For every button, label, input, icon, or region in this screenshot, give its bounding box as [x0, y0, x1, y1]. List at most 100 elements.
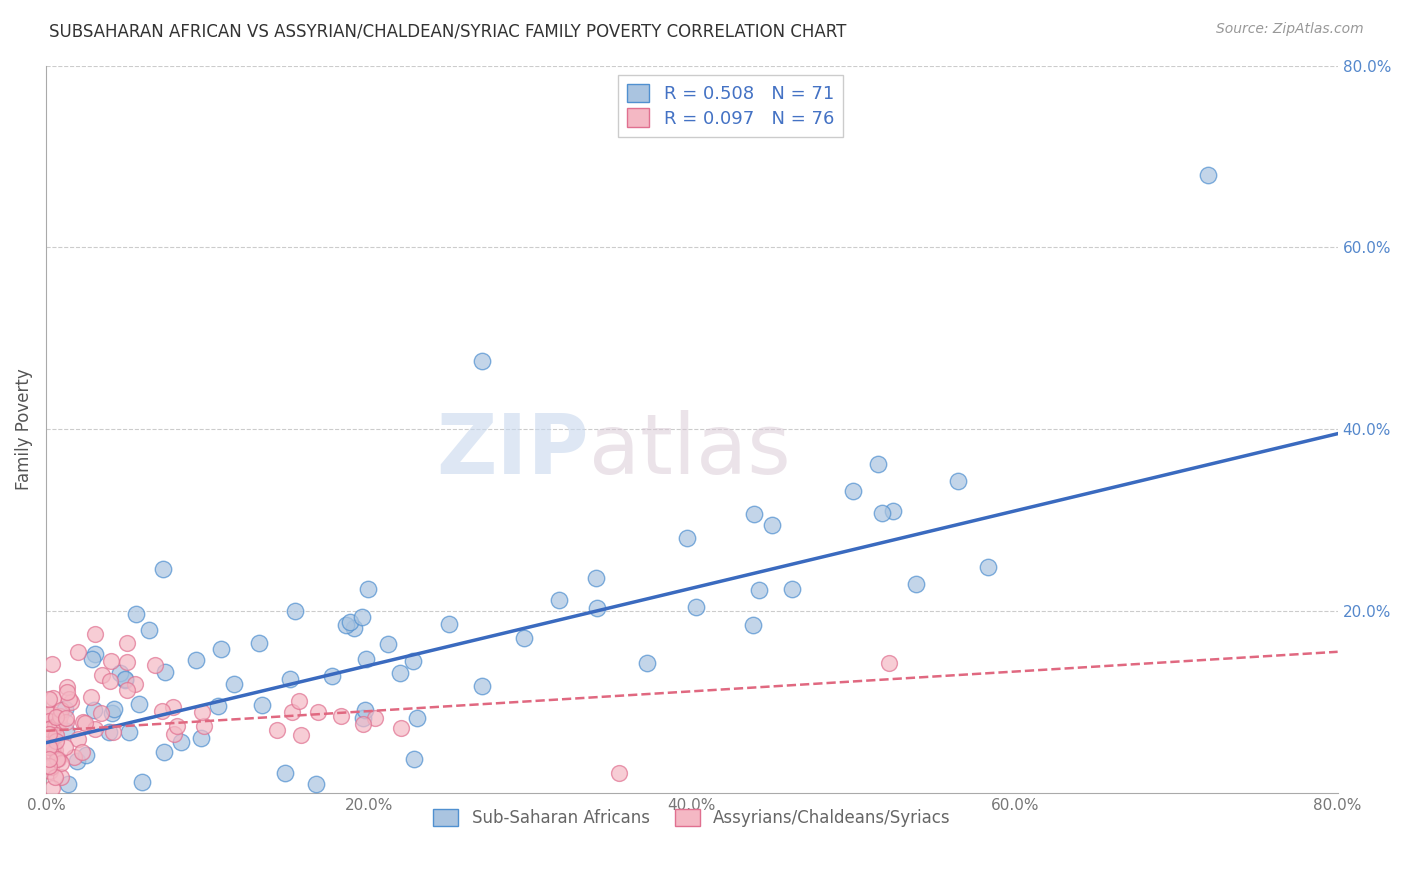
Point [114, 673, 136, 687]
Point [38, 752, 60, 766]
Point [247, 636, 270, 650]
Point [58, 691, 80, 706]
Text: Source: ZipAtlas.com: Source: ZipAtlas.com [1216, 22, 1364, 37]
Point [38, 726, 60, 740]
Point [56, 681, 79, 695]
Point [38, 740, 60, 755]
Point [114, 673, 136, 687]
Point [49, 770, 72, 784]
Point [67, 731, 90, 746]
Point [152, 745, 174, 759]
Point [354, 652, 377, 666]
Point [877, 657, 900, 671]
Point [131, 774, 153, 789]
Point [38, 714, 60, 728]
Point [39, 721, 62, 735]
Point [44, 743, 66, 757]
Point [402, 752, 425, 766]
Point [307, 705, 329, 719]
Point [439, 617, 461, 632]
Point [585, 571, 607, 585]
Point [343, 621, 366, 635]
Point [162, 699, 184, 714]
Point [335, 617, 357, 632]
Point [274, 765, 297, 780]
Point [321, 668, 343, 682]
Point [44, 770, 66, 784]
Point [284, 604, 307, 618]
Point [872, 507, 894, 521]
Point [101, 706, 124, 721]
Point [222, 677, 245, 691]
Point [115, 683, 138, 698]
Point [83, 722, 105, 736]
Point [281, 705, 304, 719]
Point [45, 734, 67, 748]
Y-axis label: Family Poverty: Family Poverty [15, 368, 32, 490]
Point [905, 577, 928, 591]
Point [357, 582, 380, 597]
Point [402, 655, 425, 669]
Point [59, 695, 82, 709]
Point [946, 474, 969, 488]
Point [191, 706, 214, 720]
Point [49, 709, 72, 723]
Point [391, 721, 413, 735]
Point [41, 781, 63, 796]
Point [364, 711, 387, 725]
Point [75, 716, 97, 731]
Point [67, 645, 90, 659]
Point [80, 652, 103, 666]
Point [103, 724, 125, 739]
Point [169, 735, 191, 749]
Point [547, 592, 569, 607]
Point [72, 714, 94, 729]
Point [51, 703, 73, 717]
Point [115, 636, 138, 650]
Point [53, 739, 76, 754]
Point [70, 745, 93, 759]
Point [55, 714, 77, 729]
Point [513, 631, 536, 645]
Point [748, 582, 770, 597]
Point [266, 723, 288, 737]
Point [41, 707, 63, 722]
Point [352, 711, 374, 725]
Point [125, 607, 148, 621]
Point [143, 657, 166, 672]
Point [55, 711, 77, 725]
Point [108, 666, 131, 681]
Point [190, 731, 212, 745]
Point [38, 723, 60, 737]
Point [80, 690, 103, 704]
Point [41, 657, 63, 671]
Point [98, 674, 121, 689]
Point [38, 734, 60, 748]
Point [128, 697, 150, 711]
Point [685, 599, 707, 614]
Point [39, 760, 62, 774]
Point [100, 654, 122, 668]
Point [742, 618, 765, 632]
Point [339, 615, 361, 630]
Point [842, 483, 865, 498]
Point [65, 754, 87, 768]
Point [38, 691, 60, 706]
Point [406, 711, 429, 725]
Point [636, 656, 658, 670]
Point [46, 752, 69, 766]
Point [153, 665, 176, 680]
Point [38, 758, 60, 772]
Point [209, 641, 232, 656]
Point [193, 719, 215, 733]
Point [45, 709, 67, 723]
Point [42, 691, 65, 706]
Point [609, 765, 631, 780]
Point [42, 746, 65, 760]
Point [56, 776, 79, 790]
Point [166, 719, 188, 733]
Point [761, 518, 783, 533]
Point [250, 698, 273, 712]
Point [38, 729, 60, 743]
Point [782, 582, 804, 596]
